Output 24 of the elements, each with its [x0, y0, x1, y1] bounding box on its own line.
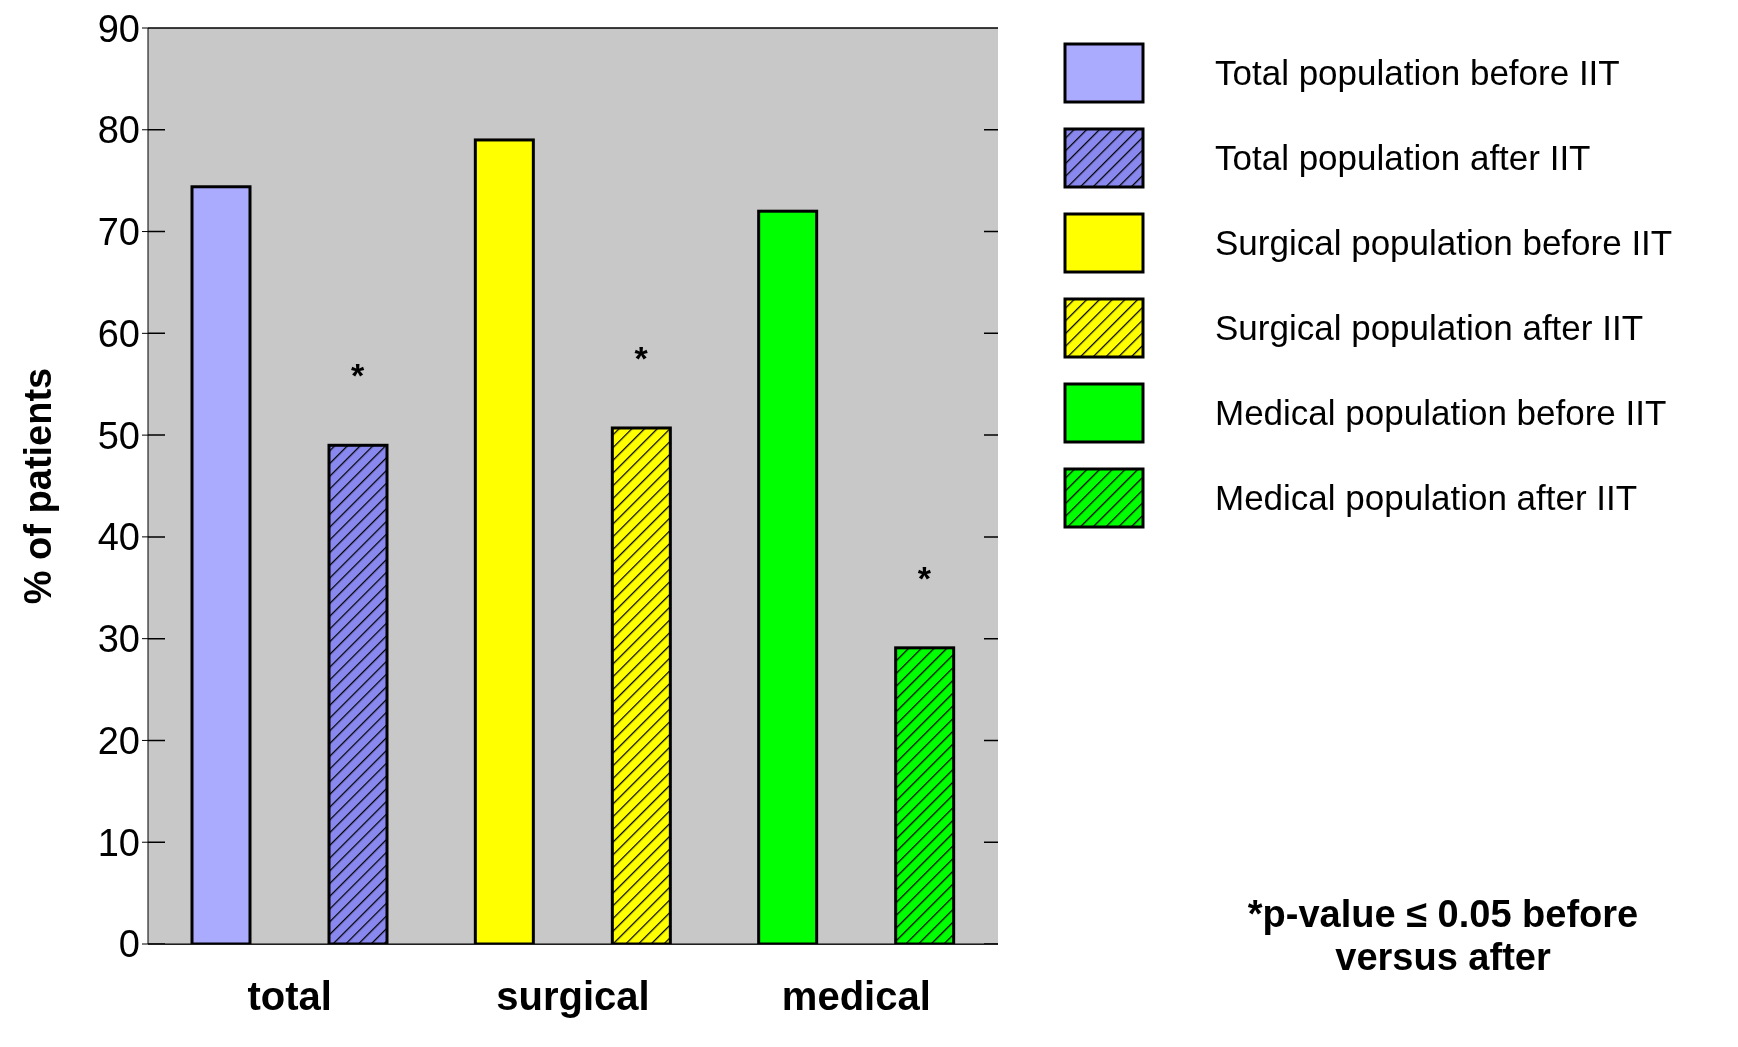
legend-label: Total population after IIT [1215, 137, 1591, 178]
x-tick-label: total [247, 974, 332, 1019]
annotation: * [634, 339, 649, 378]
legend-label: Medical population before IIT [1215, 392, 1667, 433]
y-tick-label: 70 [97, 211, 140, 254]
annotation: * [351, 356, 366, 395]
legend-label: Surgical population before IIT [1215, 222, 1673, 263]
y-tick-label: 40 [97, 516, 140, 559]
y-tick-label: 90 [97, 7, 140, 50]
y-tick-label: 0 [118, 923, 140, 966]
legend-label: Total population before IIT [1215, 52, 1620, 93]
annotation: * [917, 558, 932, 597]
y-tick-label: 60 [97, 312, 140, 355]
y-tick-label: 30 [97, 618, 140, 661]
legend-label: Surgical population after IIT [1215, 307, 1644, 348]
y-tick-label: 10 [97, 821, 140, 864]
y-tick-label: 80 [97, 109, 140, 152]
text: *p-value ≤ 0.05 before versus after [1246, 893, 1640, 979]
y-tick-label: 20 [97, 719, 140, 762]
x-tick-label: medical [781, 974, 931, 1019]
y-axis-title: % of patients [17, 367, 60, 605]
y-tick-label: 50 [97, 414, 140, 457]
x-tick-label: surgical [496, 974, 650, 1019]
legend-label: Medical population after IIT [1215, 477, 1638, 518]
